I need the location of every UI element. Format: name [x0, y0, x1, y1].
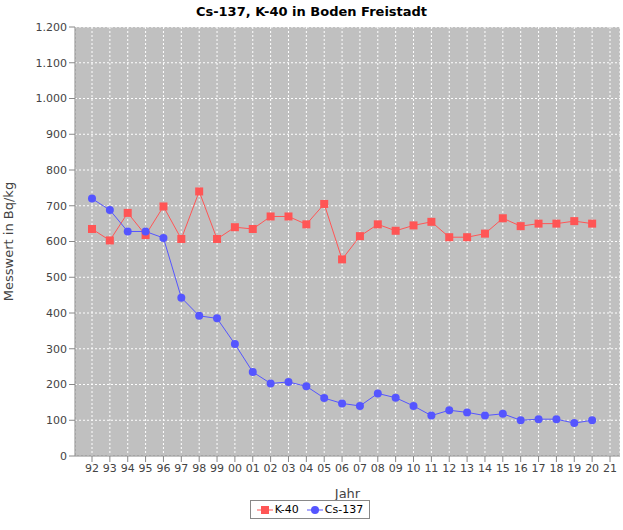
svg-text:1.000: 1.000: [36, 92, 68, 105]
svg-text:02: 02: [264, 462, 278, 475]
svg-text:14: 14: [478, 462, 492, 475]
svg-text:400: 400: [46, 307, 67, 320]
svg-text:04: 04: [299, 462, 313, 475]
svg-text:15: 15: [496, 462, 510, 475]
svg-text:200: 200: [46, 378, 67, 391]
svg-text:20: 20: [585, 462, 599, 475]
svg-text:94: 94: [121, 462, 135, 475]
svg-text:13: 13: [460, 462, 474, 475]
svg-text:09: 09: [389, 462, 403, 475]
svg-text:97: 97: [174, 462, 188, 475]
svg-text:18: 18: [549, 462, 563, 475]
svg-text:10: 10: [407, 462, 421, 475]
svg-text:0: 0: [60, 450, 67, 463]
html-text:K-40: K-40: [274, 503, 299, 516]
svg-text:100: 100: [46, 414, 67, 427]
html-text:Cs-137: Cs-137: [324, 503, 364, 516]
svg-text:1.200: 1.200: [36, 21, 68, 34]
svg-text:12: 12: [442, 462, 456, 475]
svg-text:07: 07: [353, 462, 367, 475]
svg-text:95: 95: [139, 462, 153, 475]
svg-text:96: 96: [156, 462, 170, 475]
svg-text:98: 98: [192, 462, 206, 475]
svg-text:21: 21: [603, 462, 615, 475]
svg-text:06: 06: [335, 462, 349, 475]
svg-text:900: 900: [46, 128, 67, 141]
svg-text:17: 17: [532, 462, 546, 475]
svg-text:08: 08: [371, 462, 385, 475]
svg-text:00: 00: [228, 462, 242, 475]
svg-text:19: 19: [567, 462, 581, 475]
svg-text:Messwert in Bq/kg: Messwert in Bq/kg: [8, 182, 16, 301]
svg-text:800: 800: [46, 164, 67, 177]
svg-text:05: 05: [317, 462, 331, 475]
svg-text:16: 16: [514, 462, 528, 475]
svg-text:500: 500: [46, 271, 67, 284]
svg-text:700: 700: [46, 200, 67, 213]
svg-text:99: 99: [210, 462, 224, 475]
svg-text:300: 300: [46, 343, 67, 356]
svg-text:1.100: 1.100: [36, 57, 68, 70]
svg-text:93: 93: [103, 462, 117, 475]
svg-text:01: 01: [246, 462, 260, 475]
svg-text:11: 11: [424, 462, 438, 475]
svg-text:92: 92: [85, 462, 99, 475]
svg-text:Jahr: Jahr: [334, 486, 361, 501]
svg-text:03: 03: [281, 462, 295, 475]
svg-text:600: 600: [46, 235, 67, 248]
html-text:Cs-137, K-40 in Boden Freistad: Cs-137, K-40 in Boden Freistadt: [195, 4, 428, 19]
